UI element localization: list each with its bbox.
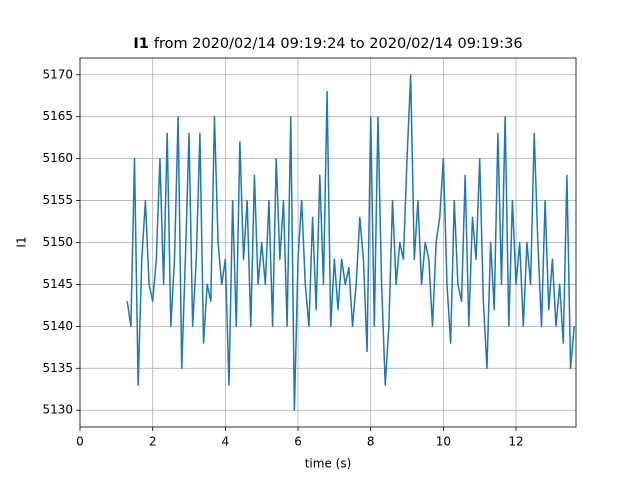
y-tick-label: 5135 — [42, 361, 73, 375]
y-tick-label: 5150 — [42, 235, 73, 249]
x-tick-label: 2 — [149, 435, 157, 449]
data-line — [126, 74, 575, 411]
x-axis-label: time (s) — [305, 457, 352, 471]
x-tick-label: 0 — [76, 435, 84, 449]
y-tick-label: 5140 — [42, 319, 73, 333]
x-tick-label: 8 — [367, 435, 375, 449]
y-tick-label: 5145 — [42, 277, 73, 291]
title-rest: from 2020/02/14 09:19:24 to 2020/02/14 0… — [154, 36, 523, 52]
y-tick-label: 5170 — [42, 67, 73, 81]
title-variable: I1 — [133, 36, 148, 52]
x-tick-label: 10 — [436, 435, 451, 449]
y-tick-label: 5130 — [42, 403, 73, 417]
y-tick-label: 5160 — [42, 151, 73, 165]
y-axis-label: I1 — [15, 236, 29, 247]
x-tick-label: 6 — [294, 435, 302, 449]
plot-frame — [79, 57, 577, 428]
y-tick-label: 5165 — [42, 109, 73, 123]
y-tick-label: 5155 — [42, 193, 73, 207]
chart-title: I1 from 2020/02/14 09:19:24 to 2020/02/14… — [133, 36, 522, 52]
x-tick-label: 4 — [222, 435, 230, 449]
x-tick-label: 12 — [508, 435, 523, 449]
